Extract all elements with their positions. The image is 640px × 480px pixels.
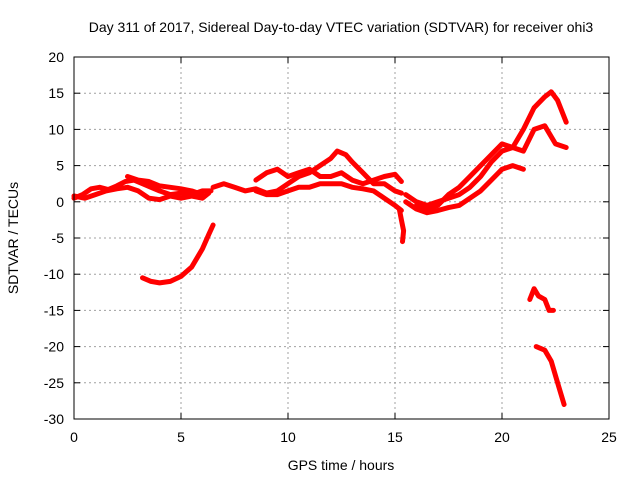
- y-tick-label: -5: [52, 230, 65, 246]
- y-tick-label: -20: [44, 339, 64, 355]
- x-axis-label: GPS time / hours: [288, 457, 395, 473]
- series-line-s9: [403, 123, 569, 208]
- x-tick-label: 15: [387, 429, 403, 445]
- series-line-s10: [413, 89, 569, 212]
- y-tick-label: 20: [48, 49, 64, 65]
- series-line-s7: [396, 206, 407, 245]
- y-tick-label: -10: [44, 266, 64, 282]
- x-tick-label: 0: [70, 429, 78, 445]
- grid-layer: [74, 57, 609, 419]
- y-tick-label: 15: [48, 85, 64, 101]
- x-tick-label: 5: [177, 429, 185, 445]
- chart-title: Day 311 of 2017, Sidereal Day-to-day VTE…: [89, 19, 594, 35]
- series-layer: [71, 89, 569, 407]
- series-line-s3: [125, 174, 205, 198]
- x-tick-label: 25: [601, 429, 617, 445]
- y-axis-label: SDTVAR / TECUs: [5, 182, 21, 294]
- series-line-s5: [253, 166, 404, 187]
- x-tick-label: 20: [494, 429, 510, 445]
- tick-layer: 0 5 10 15 20 25 -30 -25 -20 -15 -10 -5 0 5 10 15 20: [44, 49, 617, 445]
- y-tick-label: -30: [44, 411, 64, 427]
- series-line-s2: [71, 184, 212, 203]
- series-line-s8: [403, 163, 526, 216]
- series-line-s11: [140, 222, 216, 286]
- series-line-s13: [533, 344, 567, 407]
- x-tick-label: 10: [280, 429, 296, 445]
- y-tick-label: 10: [48, 121, 64, 137]
- y-tick-label: 5: [56, 158, 64, 174]
- series-line-s6: [253, 181, 404, 213]
- y-tick-label: -25: [44, 375, 64, 391]
- series-line-s12: [527, 286, 556, 313]
- y-tick-label: -15: [44, 302, 64, 318]
- y-tick-label: 0: [56, 194, 64, 210]
